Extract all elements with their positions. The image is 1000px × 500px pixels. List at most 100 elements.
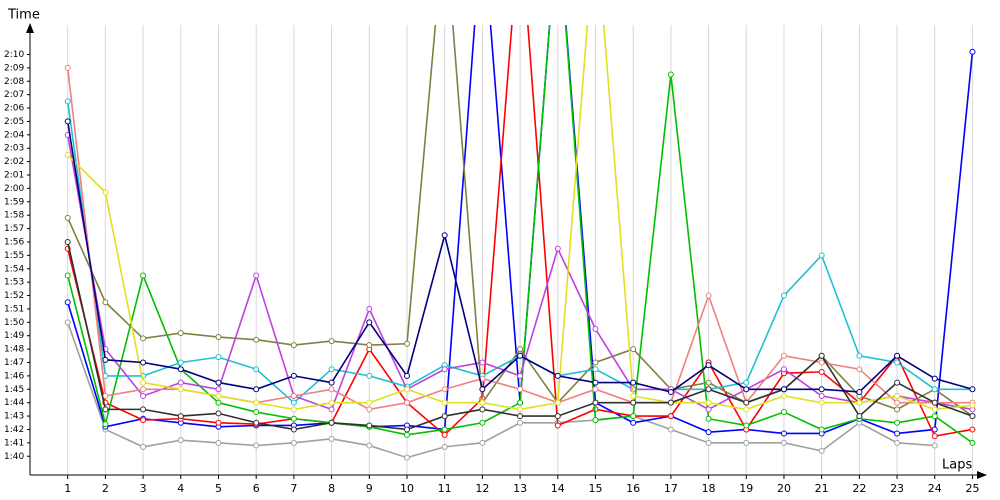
- point: [479, 406, 486, 413]
- point: [102, 406, 109, 413]
- x-tick-label: 14: [551, 482, 565, 495]
- x-tick-label: 25: [965, 482, 979, 495]
- point: [366, 406, 373, 413]
- point: [630, 392, 637, 399]
- point: [177, 413, 184, 420]
- y-arrow: [26, 23, 34, 33]
- point: [743, 386, 750, 393]
- point: [894, 379, 901, 386]
- point: [630, 419, 637, 426]
- point: [818, 359, 825, 366]
- point: [140, 386, 147, 393]
- x-tick-label: 23: [890, 482, 904, 495]
- x-tick-label: 4: [177, 482, 184, 495]
- point: [328, 366, 335, 373]
- point: [592, 399, 599, 406]
- y-tick-label: 1:58: [4, 211, 24, 221]
- x-tick-label: 2: [102, 482, 109, 495]
- y-tick-label: 1:49: [4, 331, 24, 341]
- point: [705, 292, 712, 299]
- point: [517, 372, 524, 379]
- point: [554, 422, 561, 429]
- point: [894, 352, 901, 359]
- point: [403, 386, 410, 393]
- point: [479, 386, 486, 393]
- point: [517, 406, 524, 413]
- point: [441, 431, 448, 438]
- y-tick-label: 1:56: [4, 237, 24, 247]
- plot-area: [64, 25, 976, 461]
- point: [592, 386, 599, 393]
- point: [177, 437, 184, 444]
- y-tick-label: 2:03: [4, 144, 24, 154]
- point: [64, 151, 71, 158]
- point: [856, 366, 863, 373]
- point: [215, 399, 222, 406]
- point: [441, 426, 448, 433]
- point: [517, 386, 524, 393]
- y-tick-label: 1:42: [4, 425, 24, 435]
- point: [328, 419, 335, 426]
- point: [743, 379, 750, 386]
- point: [215, 379, 222, 386]
- point: [479, 419, 486, 426]
- y-tick-label: 1:45: [4, 385, 24, 395]
- point: [441, 413, 448, 420]
- x-tick-label: 21: [815, 482, 829, 495]
- y-tick-label: 2:00: [4, 184, 24, 194]
- x-axis-label: Laps: [942, 458, 972, 473]
- point: [969, 413, 976, 420]
- point: [403, 426, 410, 433]
- point: [215, 419, 222, 426]
- point: [366, 372, 373, 379]
- point: [64, 272, 71, 279]
- point: [328, 406, 335, 413]
- point: [894, 419, 901, 426]
- point: [102, 356, 109, 363]
- y-axis-label: Time: [7, 8, 40, 23]
- point: [290, 439, 297, 446]
- point: [253, 399, 260, 406]
- point: [517, 399, 524, 406]
- point: [818, 399, 825, 406]
- point: [818, 392, 825, 399]
- point: [667, 71, 674, 78]
- point: [969, 48, 976, 55]
- y-tick-label: 2:10: [4, 50, 24, 60]
- point: [780, 392, 787, 399]
- y-tick-label: 1:48: [4, 345, 24, 355]
- point: [366, 342, 373, 349]
- point: [441, 386, 448, 393]
- point: [554, 245, 561, 252]
- point: [290, 372, 297, 379]
- x-tick-label: 1: [64, 482, 71, 495]
- point: [215, 386, 222, 393]
- point: [667, 426, 674, 433]
- point: [705, 399, 712, 406]
- point: [102, 392, 109, 399]
- x-tick-label: 9: [366, 482, 373, 495]
- point: [177, 386, 184, 393]
- y-tick-label: 2:06: [4, 104, 24, 114]
- point: [931, 399, 938, 406]
- point: [290, 342, 297, 349]
- point: [517, 352, 524, 359]
- point: [140, 417, 147, 424]
- point: [64, 214, 71, 221]
- point: [894, 359, 901, 366]
- point: [969, 386, 976, 393]
- point: [403, 372, 410, 379]
- point: [931, 442, 938, 449]
- x-arrow: [977, 471, 987, 479]
- point: [592, 366, 599, 373]
- point: [780, 409, 787, 416]
- point: [215, 410, 222, 417]
- point: [102, 421, 109, 428]
- point: [253, 409, 260, 416]
- point: [517, 413, 524, 420]
- point: [215, 392, 222, 399]
- point: [818, 447, 825, 454]
- x-tick-label: 5: [215, 482, 222, 495]
- point: [931, 413, 938, 420]
